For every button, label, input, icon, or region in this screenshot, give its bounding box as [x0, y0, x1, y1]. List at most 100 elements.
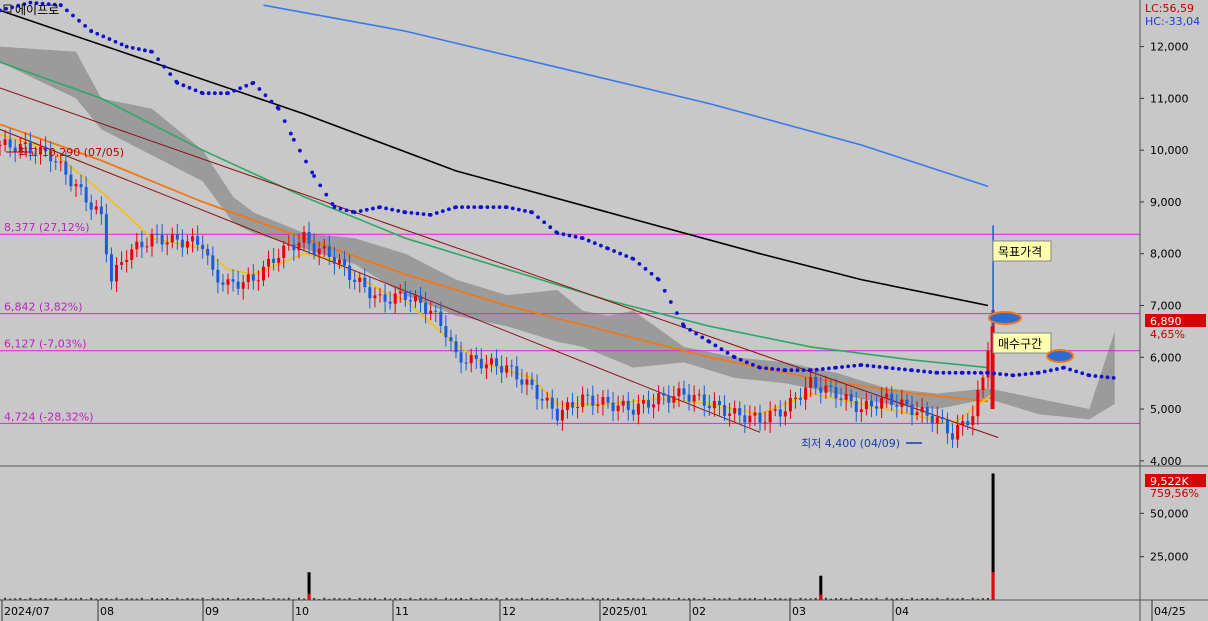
parabolic-dot — [143, 48, 147, 53]
volume-bar — [931, 598, 934, 600]
parabolic-dot — [52, 2, 57, 7]
parabolic-dot — [485, 205, 490, 210]
volume-bar — [80, 597, 83, 600]
volume-spike — [307, 572, 311, 600]
volume-tag: 9,522K 759,56% — [1145, 474, 1206, 500]
volume-bar — [399, 598, 402, 600]
parabolic-dot — [516, 207, 521, 212]
candle-body — [495, 358, 499, 367]
volume-bar — [576, 598, 579, 600]
parabolic-dot — [40, 1, 45, 6]
volume-tag-value: 9,522K — [1150, 475, 1189, 488]
ma-black-line — [0, 9, 989, 307]
parabolic-dot — [986, 370, 990, 375]
candle-body — [930, 415, 934, 424]
candle-body — [925, 406, 929, 416]
parabolic-dot — [364, 207, 369, 212]
volume-bar — [14, 598, 17, 600]
candle-body — [565, 402, 569, 410]
candle-body — [272, 258, 276, 263]
volume-bar — [201, 597, 204, 600]
volume-bar — [987, 598, 989, 600]
parabolic-dot — [631, 256, 636, 261]
candle-body — [424, 302, 428, 314]
volume-bar — [429, 598, 432, 600]
low-annotation: 최저 4,400 (04/09) — [801, 437, 922, 450]
parabolic-dot — [466, 205, 471, 210]
volume-spike-up — [819, 594, 823, 600]
parabolic-dot — [814, 367, 819, 372]
candle-body — [636, 403, 640, 415]
volume-bar — [475, 598, 478, 600]
parabolic-dot — [479, 205, 484, 210]
parabolic-dot — [1105, 375, 1110, 380]
volume-bar — [850, 597, 853, 600]
candle-body — [571, 402, 575, 408]
candle-body — [267, 258, 271, 267]
candle-body — [839, 398, 843, 400]
volume-bar — [262, 597, 265, 600]
low-label: 최저 4,400 (04/09) — [801, 437, 900, 450]
candle-body — [829, 385, 833, 387]
volume-bar — [688, 598, 691, 600]
candle-body — [641, 400, 645, 404]
price-tag-value: 6,890 — [1150, 315, 1182, 328]
candle-body — [500, 366, 504, 373]
trend-line — [0, 87, 999, 438]
candle-body — [74, 184, 78, 187]
buy-marker — [1046, 349, 1074, 363]
candle-body — [869, 400, 873, 407]
candle-body — [348, 265, 352, 280]
volume-bar — [328, 598, 331, 600]
parabolic-dot — [156, 57, 160, 62]
parabolic-dot — [1042, 369, 1047, 374]
x-tick-label: 08 — [100, 605, 114, 618]
parabolic-dot — [77, 18, 81, 23]
parabolic-dot — [877, 364, 882, 369]
volume-bar — [642, 597, 645, 600]
candle-body — [576, 406, 580, 408]
candle-body — [49, 151, 53, 162]
parabolic-dot — [384, 206, 388, 211]
candle-body — [28, 142, 32, 154]
candle-body — [844, 394, 848, 400]
parabolic-dot — [434, 211, 439, 215]
candle-body — [834, 386, 838, 399]
candle-body — [150, 234, 154, 247]
volume-bar — [855, 598, 858, 600]
candle-body — [809, 377, 813, 388]
candle-body — [236, 281, 240, 289]
parabolic-dot — [758, 365, 762, 370]
volume-bar — [130, 598, 133, 600]
window-icon[interactable] — [3, 4, 12, 13]
target-box — [992, 240, 1052, 262]
candle-body — [18, 143, 22, 153]
volume-bar — [667, 597, 670, 600]
parabolic-dot — [795, 368, 800, 373]
candle-body — [652, 404, 656, 408]
candle-body — [408, 300, 412, 302]
candle-body — [788, 397, 792, 412]
volume-bars — [0, 473, 995, 600]
parabolic-dot — [390, 207, 395, 212]
parabolic-dot — [460, 205, 464, 210]
candle-body — [307, 231, 311, 244]
volume-bar — [419, 597, 422, 600]
volume-bar — [125, 597, 128, 600]
volume-bar — [652, 597, 655, 600]
volume-bar — [946, 597, 949, 600]
candle-body — [540, 399, 544, 401]
parabolic-dot — [592, 241, 597, 246]
candle-body — [616, 405, 620, 412]
candle-body — [393, 293, 397, 304]
parabolic-dot — [288, 131, 293, 136]
candle-body — [185, 241, 189, 248]
parabolic-dot — [1093, 374, 1098, 378]
volume-bar — [449, 598, 452, 600]
price-tag-pct: 4,65% — [1150, 328, 1185, 341]
candle-body — [191, 236, 195, 242]
volume-bar — [824, 597, 827, 600]
parabolic-dot — [1036, 370, 1041, 375]
